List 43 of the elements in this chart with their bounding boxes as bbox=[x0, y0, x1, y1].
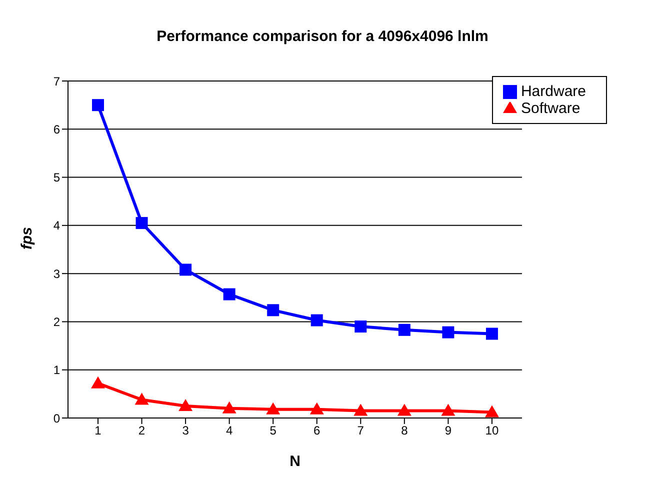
y-tick-label: 7 bbox=[53, 74, 60, 88]
y-tick-label: 0 bbox=[53, 411, 60, 426]
x-tick-label: 3 bbox=[182, 424, 190, 438]
y-tick-label: 5 bbox=[53, 170, 60, 185]
x-tick-label: 5 bbox=[270, 424, 277, 438]
point bbox=[310, 314, 323, 326]
x-tick-label: 10 bbox=[485, 424, 499, 438]
point bbox=[442, 326, 454, 338]
x-tick-label: 9 bbox=[444, 424, 452, 438]
legend-label: Software bbox=[520, 100, 580, 117]
point bbox=[441, 404, 456, 416]
point bbox=[397, 404, 412, 416]
x-tick-label: 4 bbox=[226, 424, 233, 438]
point bbox=[354, 404, 368, 416]
point bbox=[223, 288, 236, 300]
point bbox=[267, 304, 280, 316]
point bbox=[398, 324, 410, 336]
y-tick-label: 4 bbox=[53, 218, 60, 233]
x-tick-label: 2 bbox=[138, 424, 146, 438]
x-tick-label: 6 bbox=[314, 424, 321, 438]
point bbox=[92, 99, 104, 112]
point bbox=[266, 402, 280, 414]
point bbox=[310, 402, 324, 414]
point bbox=[91, 376, 105, 388]
y-axis-title: fps bbox=[18, 227, 36, 250]
point bbox=[354, 320, 367, 333]
y-tick-label: 6 bbox=[53, 122, 60, 136]
point bbox=[136, 217, 148, 230]
x-tick-label: 1 bbox=[94, 424, 102, 438]
legend-label: Hardware bbox=[520, 83, 586, 100]
y-tick-label: 2 bbox=[53, 314, 60, 329]
point bbox=[178, 398, 193, 411]
point bbox=[222, 401, 236, 414]
point bbox=[134, 392, 149, 405]
x-tick-label: 7 bbox=[357, 424, 364, 438]
point bbox=[486, 328, 498, 340]
x-axis-title: N bbox=[290, 453, 300, 470]
chart-title: Performance comparison for a 4096x4096 lnlm bbox=[156, 28, 490, 45]
point bbox=[180, 264, 192, 276]
x-tick-label: 8 bbox=[401, 424, 408, 438]
point bbox=[484, 405, 499, 418]
y-tick-label: 1 bbox=[53, 363, 60, 378]
y-tick-label: 3 bbox=[53, 266, 60, 281]
